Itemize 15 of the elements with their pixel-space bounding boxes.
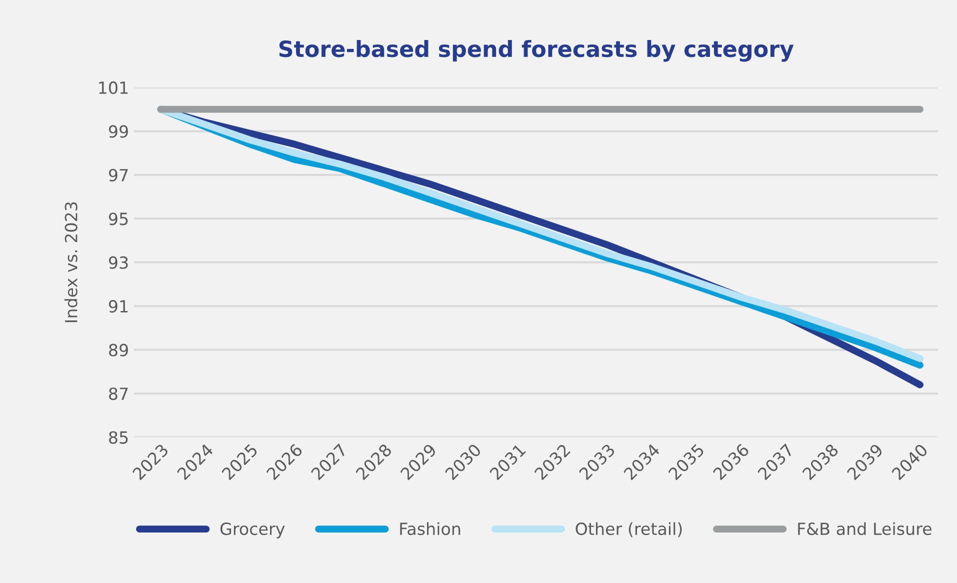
y-tick-label: 101 — [99, 81, 128, 94]
legend-label: Fashion — [400, 522, 460, 536]
y-tick-label: 95 — [108, 212, 128, 226]
legend-label: Grocery — [220, 522, 285, 538]
legend-label: F&B and Leisure — [798, 522, 932, 536]
y-tick-label: 93 — [108, 256, 128, 269]
y-tick-label: 89 — [109, 344, 128, 356]
y-tick-label: 97 — [108, 168, 128, 182]
chart-title: Store-based spend forecasts by category — [279, 40, 794, 62]
y-tick-label: 87 — [109, 387, 128, 400]
y-tick-label: 91 — [108, 300, 128, 313]
y-axis-title: Index vs. 2023 — [64, 202, 78, 322]
y-tick-label: 85 — [109, 431, 128, 444]
legend-label: Other (retail) — [576, 522, 682, 538]
y-tick-label: 99 — [108, 125, 128, 138]
